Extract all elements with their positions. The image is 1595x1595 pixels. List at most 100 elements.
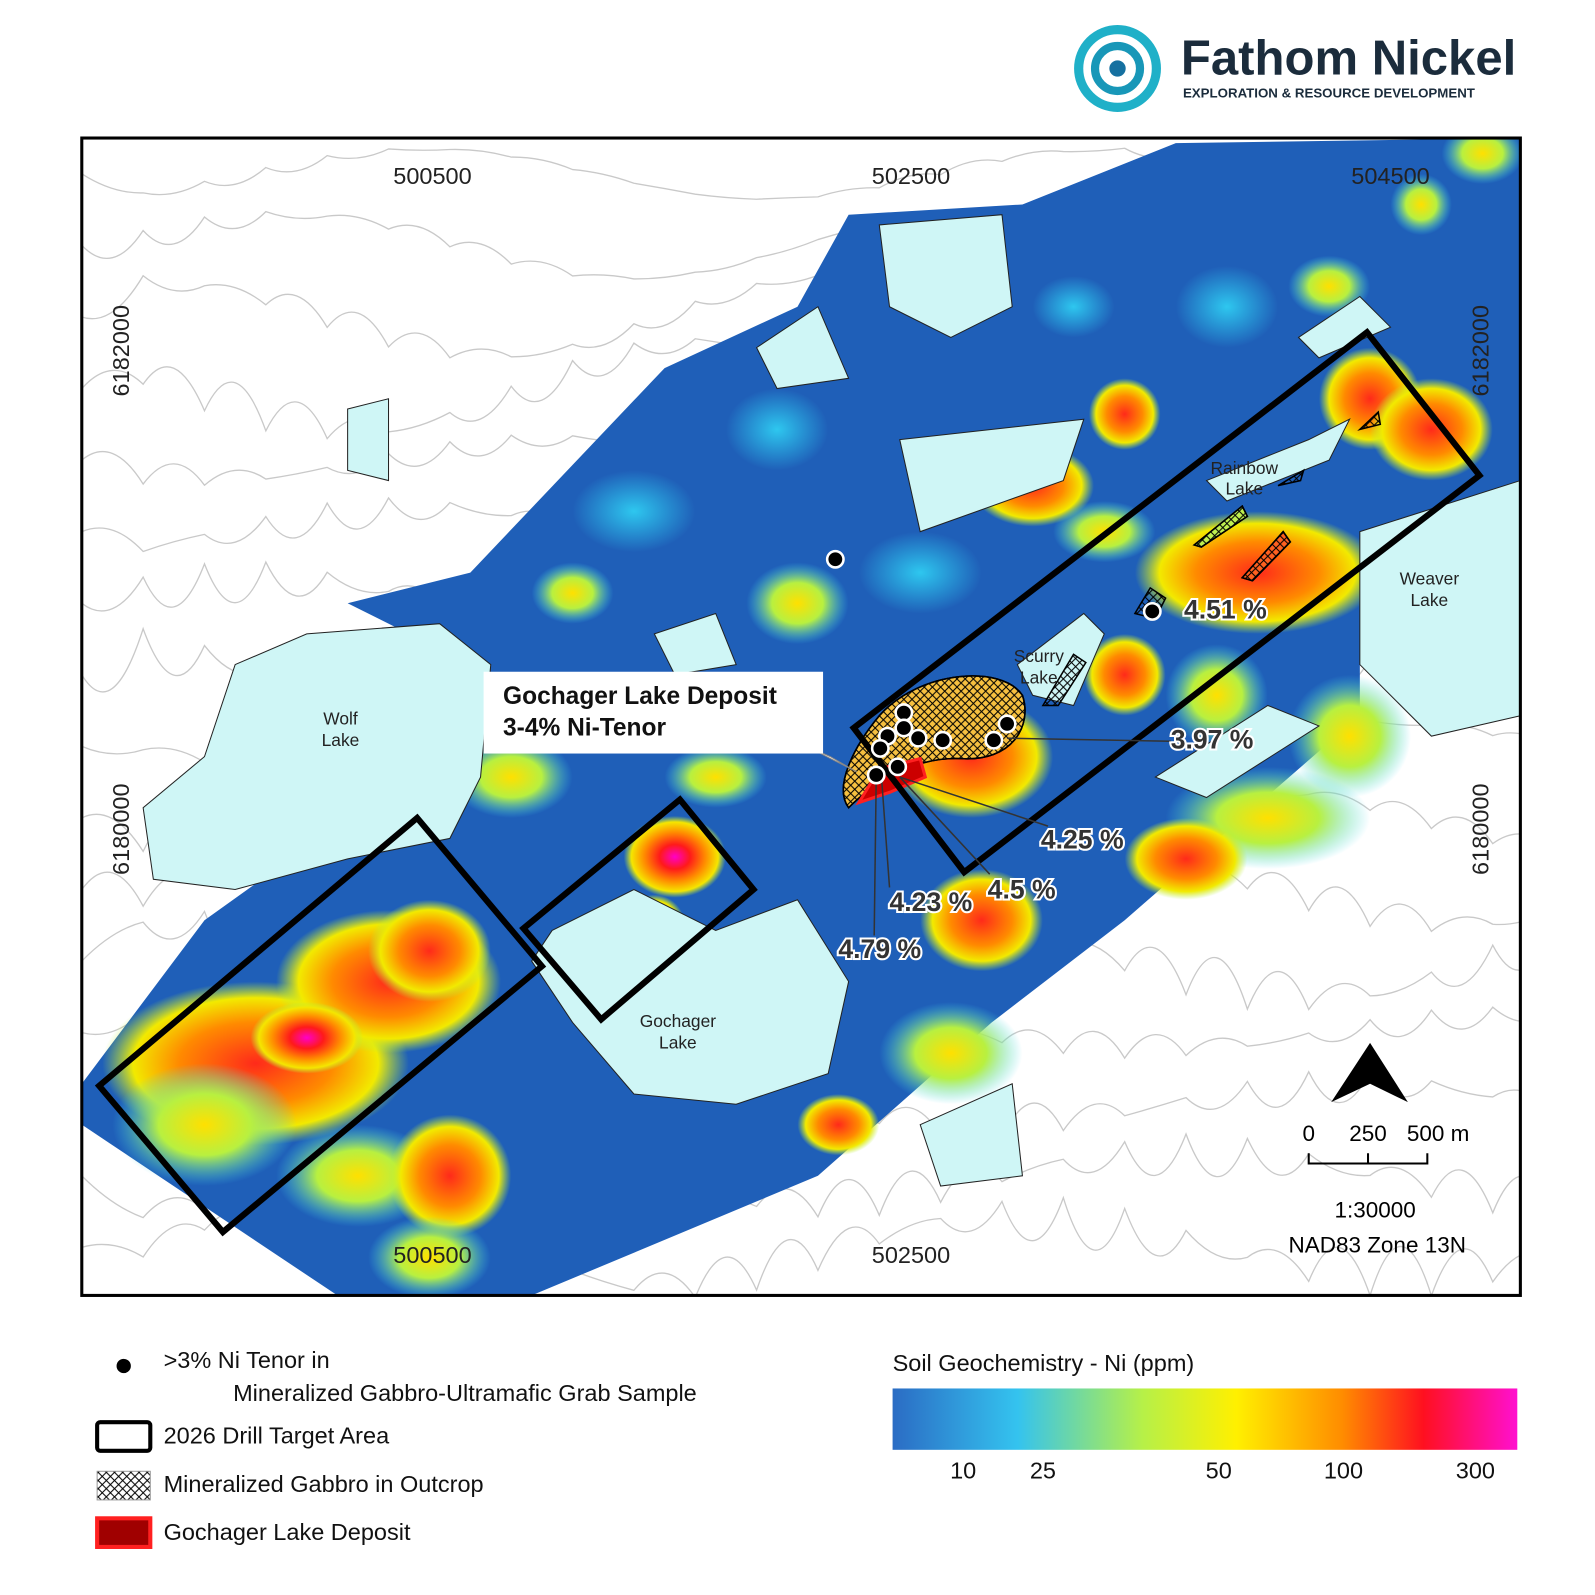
lakes [142, 214, 1521, 1187]
callout-text: Gochager Lake Deposit [503, 683, 777, 710]
assay-label: 3.97 % [1171, 724, 1254, 754]
scale-ratio: 1:30000 [1335, 1198, 1416, 1223]
anomaly [1032, 276, 1115, 338]
callout-text: 3-4% Ni-Tenor [503, 714, 666, 741]
lake-label: Scurry [1014, 646, 1065, 666]
lake-label: Gochager [640, 1011, 717, 1031]
anomaly [531, 562, 614, 624]
assay-label: 4.5 % [988, 875, 1056, 905]
legend-hatch [96, 1470, 151, 1501]
drill-target [519, 795, 758, 1024]
lake [142, 623, 492, 891]
lake-label: Lake [659, 1033, 697, 1053]
anomaly [368, 899, 491, 1002]
anomaly [920, 869, 1043, 972]
grab-sample [894, 718, 914, 738]
legend-text: Gochager Lake Deposit [164, 1519, 411, 1545]
lake-label: Weaver [1400, 568, 1460, 588]
leader-lines [873, 737, 1171, 936]
grab-sample [894, 703, 914, 723]
lake [1016, 612, 1105, 707]
legend: >3% Ni Tenor in Mineralized Gabbro-Ultra… [95, 1347, 1518, 1549]
leader [899, 776, 991, 875]
lake [755, 305, 850, 390]
colorbar [892, 1388, 1518, 1450]
map-body: Gochager Lake Deposit 3-4% Ni-Tenor 4.51… [81, 138, 1521, 1296]
lake [653, 612, 737, 676]
grab-sample [870, 738, 890, 758]
logo-title: Fathom Nickel [1181, 31, 1516, 85]
lake-label: Lake [1225, 478, 1263, 498]
grab-sample [888, 757, 908, 777]
outcrop-hatch [1240, 530, 1292, 582]
logo: Fathom Nickel EXPLORATION & RESOURCE DEV… [1074, 25, 1516, 112]
lake-label: Lake [1020, 667, 1058, 687]
scale-label: 250 [1349, 1121, 1387, 1146]
anomaly [572, 470, 696, 553]
anomaly [879, 1001, 1023, 1105]
anomaly [1288, 255, 1371, 317]
grab-sample [1142, 601, 1162, 621]
colorbar-tick: 10 [950, 1458, 976, 1484]
lake-label: Lake [1411, 590, 1449, 610]
lake [1154, 704, 1321, 799]
anomaly [858, 531, 982, 614]
drill-target [849, 328, 1484, 877]
colorbar-ticks: 10 25 50 100 300 [950, 1458, 1495, 1484]
scale-bar [1307, 1153, 1429, 1165]
legend-text: >3% Ni Tenor in [164, 1347, 330, 1373]
grid-label: 6180000 [1468, 783, 1494, 875]
anomaly [623, 815, 726, 898]
grab-samples [825, 549, 1162, 785]
anomaly [1088, 378, 1161, 450]
lake [919, 1083, 1023, 1187]
legend-deposit [95, 1516, 153, 1549]
grid-label: 6182000 [108, 305, 134, 397]
anomaly [1165, 644, 1268, 747]
lake-label: Rainbow [1210, 458, 1278, 478]
colorbar-title: Soil Geochemistry - Ni (ppm) [893, 1350, 1195, 1376]
colorbar-tick: 50 [1206, 1458, 1232, 1484]
lake [1205, 418, 1351, 502]
anomaly [368, 1216, 491, 1296]
legend-text: 2026 Drill Target Area [164, 1423, 390, 1449]
anomaly [725, 388, 829, 471]
drill-target [94, 813, 547, 1237]
grab-sample [866, 765, 886, 785]
lake [1359, 480, 1521, 737]
assay-label: 4.25 % [1041, 824, 1124, 854]
lake [899, 418, 1085, 533]
grid-label: 6180000 [108, 783, 134, 875]
assay-label: 4.23 % [890, 887, 973, 917]
outcrop-hatch [1041, 653, 1087, 707]
outcrop-hatch [1357, 410, 1382, 431]
grab-sample [825, 549, 845, 569]
colorbar-tick: 100 [1324, 1458, 1363, 1484]
lake [531, 888, 850, 1105]
leader [1007, 737, 1171, 743]
lake-label: Lake [322, 730, 360, 750]
grid-label: 502500 [872, 163, 950, 189]
leader [880, 774, 891, 888]
anomaly [1441, 138, 1521, 185]
assay-label: 4.79 % [838, 934, 921, 964]
lake [878, 214, 1013, 338]
grab-sample [997, 714, 1017, 734]
legend-text: Mineralized Gabbro-Ultramafic Grab Sampl… [233, 1380, 697, 1406]
anomaly [797, 1094, 880, 1156]
grid-label: 502500 [872, 1242, 950, 1268]
anomaly [1124, 817, 1248, 900]
scale-label: 0 [1302, 1121, 1315, 1146]
grid-label: 500500 [393, 163, 471, 189]
grab-sample [908, 728, 928, 748]
leader [899, 776, 1049, 827]
lake [1297, 295, 1392, 359]
outcrop-hatch [1192, 504, 1249, 548]
callout: Gochager Lake Deposit 3-4% Ni-Tenor [483, 671, 858, 773]
legend-dot [116, 1358, 131, 1374]
anomaly [250, 1001, 363, 1074]
anomaly [1175, 265, 1279, 348]
colorbar-tick: 25 [1030, 1458, 1056, 1484]
